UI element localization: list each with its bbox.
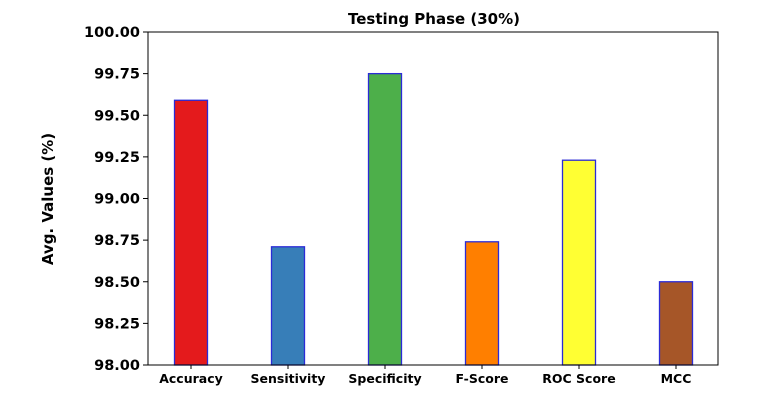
x-axis-labels: Accuracy Sensitivity Specificity F-Score ROC…: [159, 365, 691, 386]
x-tick-label: Specificity: [348, 371, 421, 386]
x-tick-label: MCC: [661, 371, 692, 386]
chart-title: Testing Phase (30%): [348, 10, 520, 28]
bar-specificity: [367, 72, 403, 366]
bar-accuracy: [173, 99, 209, 366]
y-tick-label: 99.25: [94, 150, 140, 166]
bar-roc-score: [561, 159, 597, 366]
y-tick-label: 99.50: [94, 108, 140, 124]
y-axis-label: Avg. Values (%): [39, 133, 57, 265]
x-tick-label: F-Score: [456, 371, 509, 386]
bar-sensitivity: [270, 246, 306, 366]
plot-frame: [147, 31, 719, 366]
y-axis-ticks: 98.00 98.25 98.50 98.75 99.00 99.25 99.50 99.75…: [84, 25, 148, 374]
y-tick-label: 99.00: [94, 192, 140, 208]
bar-mcc: [658, 281, 694, 366]
y-tick-label: 98.25: [94, 316, 140, 332]
bars: [173, 72, 694, 366]
y-tick-label: 100.00: [84, 25, 140, 41]
x-tick-label: Sensitivity: [251, 371, 326, 386]
bar-f-score: [464, 241, 500, 366]
x-tick-label: ROC Score: [542, 371, 615, 386]
y-tick-label: 98.00: [94, 358, 140, 374]
y-tick-label: 98.50: [94, 275, 140, 291]
y-tick-label: 98.75: [94, 233, 140, 249]
y-tick-label: 99.75: [94, 67, 140, 83]
x-tick-label: Accuracy: [159, 371, 223, 386]
